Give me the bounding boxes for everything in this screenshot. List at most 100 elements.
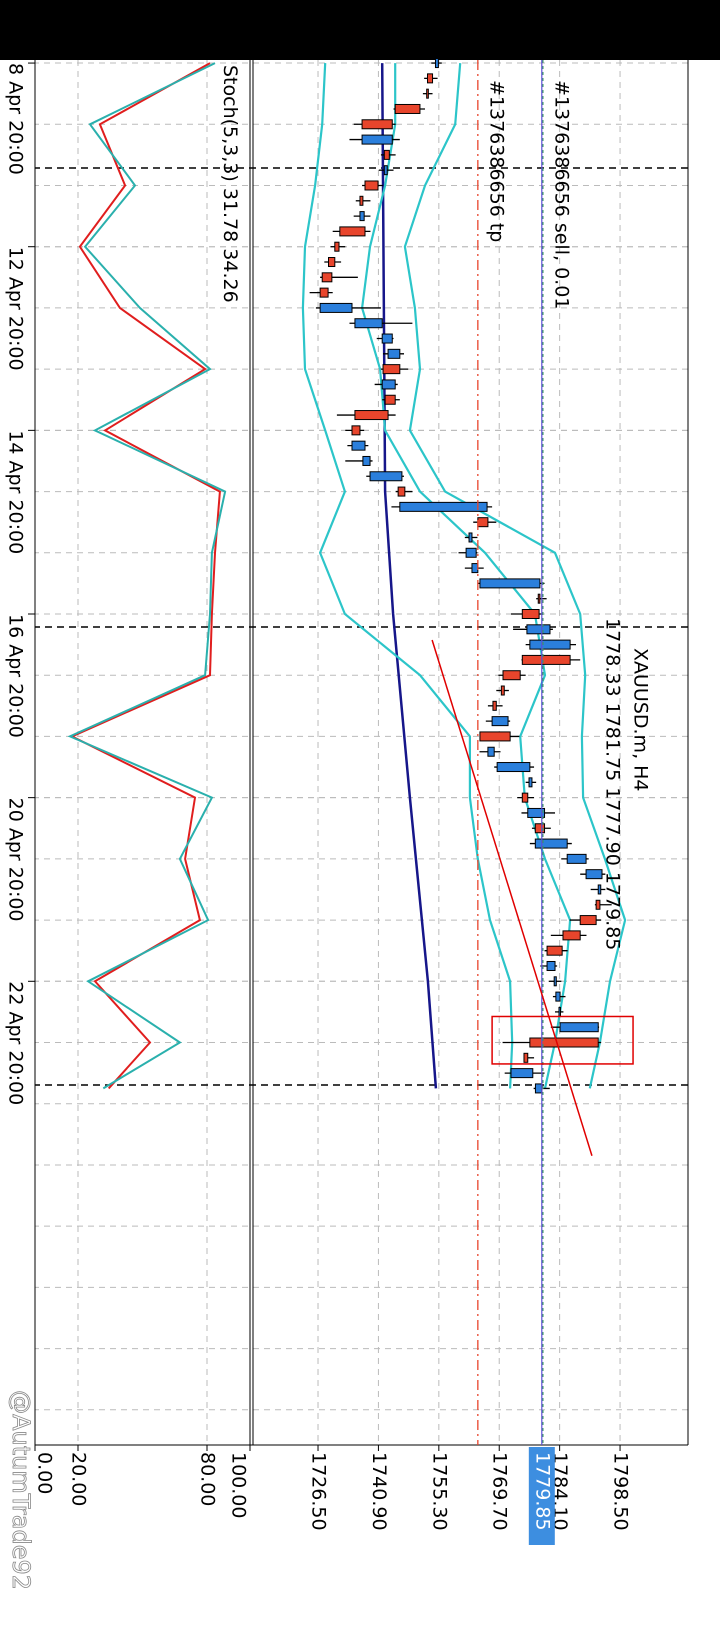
candle-body [555, 991, 561, 1002]
candle-body [384, 394, 396, 405]
candle-body [339, 226, 366, 237]
candle-body [579, 915, 597, 926]
candle-body [477, 517, 489, 528]
candle-body [559, 1022, 599, 1033]
x-tick-label: 22 Apr 20:00 [5, 981, 27, 1105]
plot: #1376386656 sell, 0.01 #1376386656 tp [67, 58, 634, 1445]
candle-body [558, 1006, 561, 1017]
candle-body [334, 241, 340, 252]
moving-average [380, 63, 438, 1089]
candle-body [529, 1037, 599, 1048]
y-tick-label: 1769.70 [489, 1452, 511, 1531]
stoch-name: Stoch(5,3,3) [220, 65, 242, 182]
stoch-signal-value: 34.26 [220, 248, 242, 302]
candle-body [361, 134, 393, 145]
candle-body [426, 88, 429, 99]
candle-body [468, 532, 473, 543]
candle-body [597, 884, 602, 895]
y-tick-label: 1726.50 [308, 1452, 330, 1531]
candle-body [500, 685, 505, 696]
candle-body [369, 471, 403, 482]
candle-body [351, 440, 366, 451]
symbol-title: XAUUSD.m, H4 [630, 648, 652, 792]
candle-body [529, 639, 571, 650]
x-tick-label: 12 Apr 20:00 [5, 247, 27, 371]
candle-body [359, 195, 364, 206]
y-tick-label: 20.00 [68, 1452, 90, 1506]
band-lower [301, 63, 514, 1089]
candle-body [585, 869, 603, 880]
candle-body [566, 853, 587, 864]
candle-body [383, 149, 390, 160]
stoch-signal [69, 62, 221, 1090]
candle-body [383, 165, 388, 176]
candle-body [479, 578, 541, 589]
candle-body [528, 777, 533, 788]
candle-body [527, 807, 546, 818]
candle-body [321, 272, 333, 283]
candle-body [351, 425, 361, 436]
candle-body [319, 287, 329, 298]
order-label: #1376386656 tp [485, 80, 507, 242]
candle-body [361, 119, 393, 130]
candle-body [562, 930, 581, 941]
candle-body [553, 976, 557, 987]
x-tick-label: 16 Apr 20:00 [5, 614, 27, 738]
candle-body [526, 624, 551, 635]
candle-body [546, 960, 556, 971]
candle-body [595, 899, 601, 910]
candle-body [492, 700, 497, 711]
stoch-main-value: 31.78 [220, 188, 242, 242]
candle-body [319, 302, 353, 313]
grid [35, 60, 688, 1445]
candle-body [521, 792, 529, 803]
candle-body [546, 945, 563, 956]
order-label: #1376386656 sell, 0.01 [550, 80, 572, 309]
x-tick-label: 20 Apr 20:00 [5, 798, 27, 922]
y-tick-label: 1798.50 [610, 1452, 632, 1531]
candle-body [354, 410, 389, 421]
status-bar [0, 0, 720, 60]
candle-body [510, 1068, 534, 1079]
candle-body [434, 58, 439, 69]
candle-body [382, 364, 401, 375]
candle-body [521, 654, 571, 665]
candle-body [399, 501, 488, 512]
rectangle [491, 1015, 634, 1065]
x-tick-label: 14 Apr 20:00 [5, 430, 27, 554]
candle-body [534, 1083, 543, 1094]
candle-body [397, 486, 406, 497]
candle-body [387, 348, 401, 359]
candle-body [523, 1052, 529, 1063]
candle-body [502, 670, 521, 681]
candle-body [328, 257, 336, 268]
band-upper [403, 63, 627, 1089]
candle-body [427, 73, 434, 84]
candle-body [534, 838, 568, 849]
trendline [431, 639, 593, 1156]
stoch-label: Stoch(5,3,3) 31.78 34.26 [220, 65, 242, 303]
candle-body [471, 563, 479, 574]
candle-body [491, 716, 509, 727]
candle-body [521, 609, 540, 619]
candle-body [465, 547, 477, 558]
price-label: 1779.85 [531, 1452, 553, 1531]
candle-body [381, 379, 396, 390]
candle-body [362, 455, 371, 466]
y-tick-label: 1740.90 [368, 1452, 390, 1531]
stoch-main [67, 62, 227, 1090]
candle-body [381, 333, 393, 344]
price-label-box [528, 1447, 555, 1545]
y-tick-label: 1755.30 [428, 1452, 450, 1531]
watermark: @AutumTrade92 [7, 1390, 35, 1590]
ohlc-header: 1778.33 1781.75 1777.90 1779.85 [602, 618, 624, 950]
candle-body [487, 746, 495, 757]
y-tick-label: 100.00 [228, 1452, 250, 1518]
band-middle [360, 63, 572, 1089]
y-tick-label: 0.00 [34, 1452, 56, 1494]
candle-body [537, 593, 541, 604]
candle-body [354, 318, 383, 329]
candle-body [394, 103, 421, 114]
